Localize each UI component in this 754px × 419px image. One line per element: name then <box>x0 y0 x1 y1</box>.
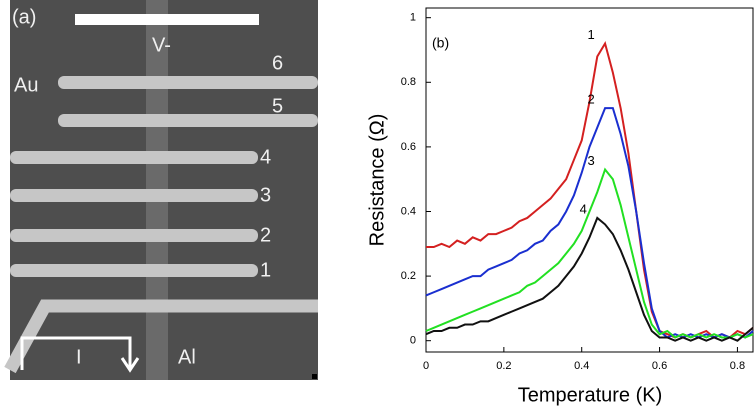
y-tick-label: 0.8 <box>401 76 416 88</box>
x-tick-label: 0.8 <box>730 360 745 372</box>
wire-label: 1 <box>260 259 271 281</box>
data-line <box>426 40 754 339</box>
series-label: 1 <box>587 27 594 42</box>
x-tick-label: 0.6 <box>652 360 667 372</box>
wire-label: 4 <box>260 146 271 168</box>
y-tick-label: 0.2 <box>401 270 416 282</box>
x-tick-label: 0.4 <box>574 360 589 372</box>
x-axis-title: Temperature (K) <box>518 384 663 406</box>
probe-label: V- <box>152 34 171 56</box>
wire-label: 3 <box>260 184 271 206</box>
panel-label: (a) <box>12 6 36 28</box>
y-tick-label: 0.6 <box>401 141 416 153</box>
y-tick-label: 0 <box>410 335 416 347</box>
current-label: I <box>76 346 82 368</box>
plot-frame <box>425 7 754 353</box>
series-label: 2 <box>587 92 594 107</box>
y-tick-label: 0.4 <box>401 205 416 217</box>
sem-image: (a) V- Au 6 5 4 3 2 1 I Al <box>4 0 318 380</box>
data-line <box>425 107 754 339</box>
x-tick-label: 0.2 <box>496 360 511 372</box>
panel-annotation: (b) <box>432 35 449 51</box>
film-label: Al <box>178 346 196 368</box>
x-tick-label: 0 <box>423 360 429 372</box>
lead-label: Au <box>14 74 38 96</box>
data-line <box>425 167 754 339</box>
wire-label: 5 <box>272 95 283 117</box>
data-line <box>425 216 754 342</box>
y-axis-title: Resistance (Ω) <box>366 114 388 247</box>
y-tick-label: 1 <box>410 12 416 24</box>
wire-label: 6 <box>272 52 283 74</box>
wire-label: 2 <box>260 224 271 246</box>
series-label: 4 <box>580 201 587 216</box>
series-label: 3 <box>587 153 594 168</box>
